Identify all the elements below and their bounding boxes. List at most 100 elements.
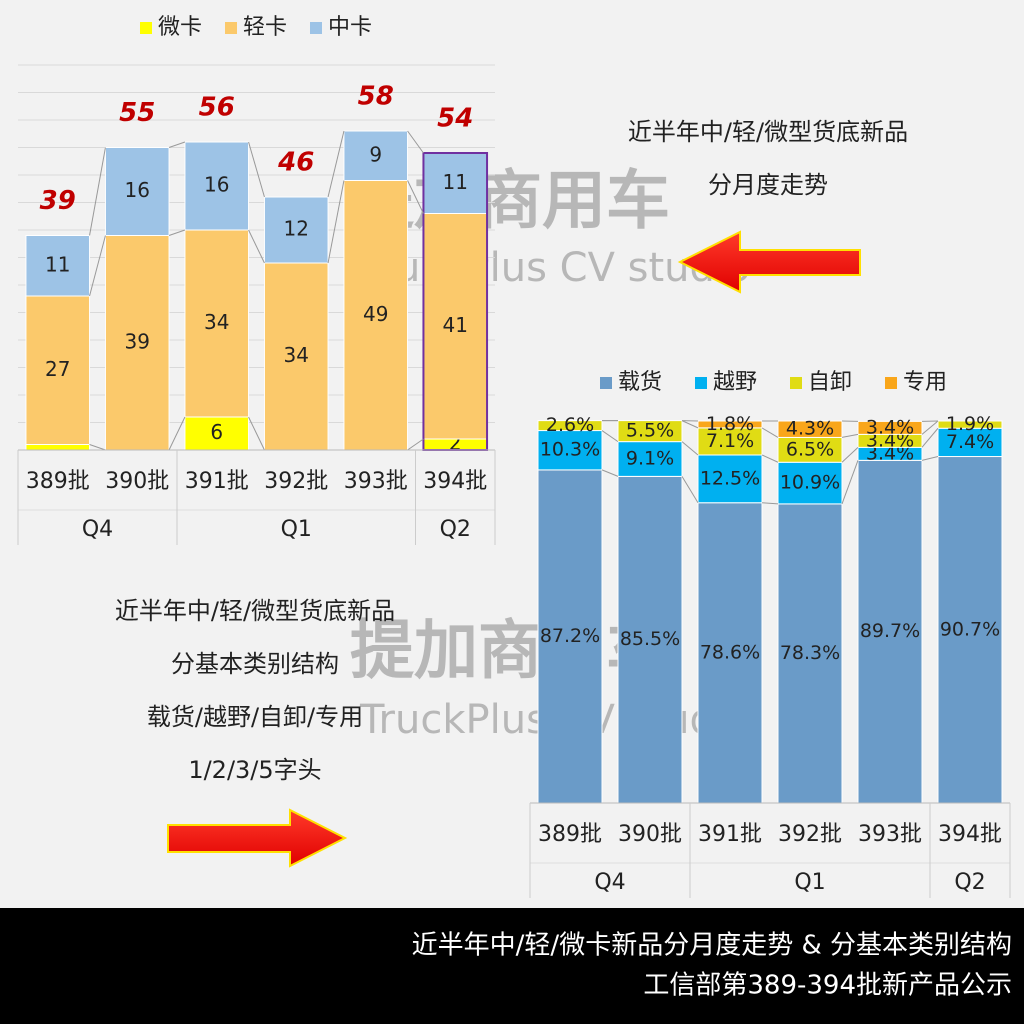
bar-segment [343,130,409,181]
legend-label: 专用 [903,370,947,395]
bar-segment [25,444,91,451]
data-label: 7.4% [946,431,994,453]
connector [841,433,859,438]
data-label: 4.3% [786,418,834,440]
group-label: Q4 [82,517,113,542]
connector [921,427,939,448]
legend-swatch [790,377,802,389]
data-label: 3.4% [866,416,914,438]
data-label: 39 [125,329,150,353]
x-tick-label: 390批 [618,822,682,847]
legend-label: 自卸 [808,370,852,395]
x-tick-label: 390批 [105,469,169,494]
total-label: 58 [358,82,394,112]
data-label: 12.5% [700,467,760,489]
watermark-text: 提加商用车 [350,615,670,689]
annotation: 分月度走势 [708,171,828,199]
connector [761,502,779,505]
data-label: 16 [125,178,150,202]
x-tick-label: 394批 [423,469,487,494]
connector [761,454,779,463]
connector [89,444,106,451]
x-tick-label: 392批 [778,822,842,847]
data-label: 1.9% [946,413,994,435]
connector [601,430,619,443]
connector [407,180,424,214]
connector [168,416,186,451]
bar-segment [343,180,409,451]
connector [168,141,186,148]
bar-segment [777,503,843,804]
bar-segment [263,262,329,451]
connector [921,420,939,435]
data-label: 27 [45,357,70,381]
connector [168,229,186,236]
bar-segment [937,420,1003,429]
connector [407,130,424,154]
x-tick-label: 394批 [938,822,1002,847]
group-label: Q4 [594,870,625,895]
x-tick-label: 393批 [344,469,408,494]
total-label: 56 [199,93,235,123]
total-label: 39 [40,186,76,216]
data-label: 10.3% [540,439,600,461]
legend-label: 越野 [713,370,757,395]
data-label: 78.6% [700,641,760,663]
data-label: 7.1% [706,430,754,452]
data-label: 87.2% [540,625,600,647]
annotation: 近半年中/轻/微型货底新品 [115,597,395,625]
x-tick-label: 391批 [185,469,249,494]
legend-swatch [695,377,707,389]
bar-segment [184,141,250,231]
annotation: 1/2/3/5字头 [188,756,321,784]
connector [248,141,265,198]
connector [89,235,106,297]
bar-segment [617,475,683,804]
bar-segment [184,229,250,418]
data-label: 49 [363,302,388,326]
footer-band [0,908,1024,1024]
legend-swatch [140,22,152,34]
data-label: 41 [443,313,468,337]
data-label: 34 [284,343,309,367]
bar-segment [777,461,843,505]
footer-text: 近半年中/轻/微卡新品分月度走势 & 分基本类别结构 [412,931,1012,961]
footer-text: 工信部第389-394批新产品公示 [643,971,1012,1001]
data-label: 34 [204,310,229,334]
data-label: 9.1% [626,448,674,470]
connector [681,420,699,429]
data-label: 90.7% [940,618,1000,640]
connector [89,147,106,236]
bar-segment [777,420,843,438]
arrow [677,230,861,294]
bar-segment [937,456,1003,804]
x-tick-label: 393批 [858,822,922,847]
connector [921,456,939,461]
bar-segment [857,459,923,804]
group-label: Q2 [440,517,471,542]
connector [681,476,699,504]
annotation: 分基本类别结构 [171,650,339,678]
legend-label: 轻卡 [243,15,287,40]
connector [761,427,779,438]
data-label: 85.5% [620,628,680,650]
bar-segment [537,469,603,804]
total-label: 55 [119,98,155,128]
bar-segment [777,436,843,463]
annotation: 近半年中/轻/微型货底新品 [628,118,908,146]
legend-label: 载货 [618,370,662,395]
bar-segment [25,235,91,297]
x-tick-label: 389批 [26,469,90,494]
bar-segment [104,235,170,451]
x-tick-label: 391批 [698,822,762,847]
connector [327,180,345,264]
legend-label: 中卡 [328,15,372,40]
bar-segment [617,420,683,443]
connector [841,460,859,505]
legend-label: 微卡 [158,15,202,40]
bar-segment [25,295,91,445]
data-label: 78.3% [780,642,840,664]
connector [248,229,265,264]
legend-swatch [885,377,897,389]
